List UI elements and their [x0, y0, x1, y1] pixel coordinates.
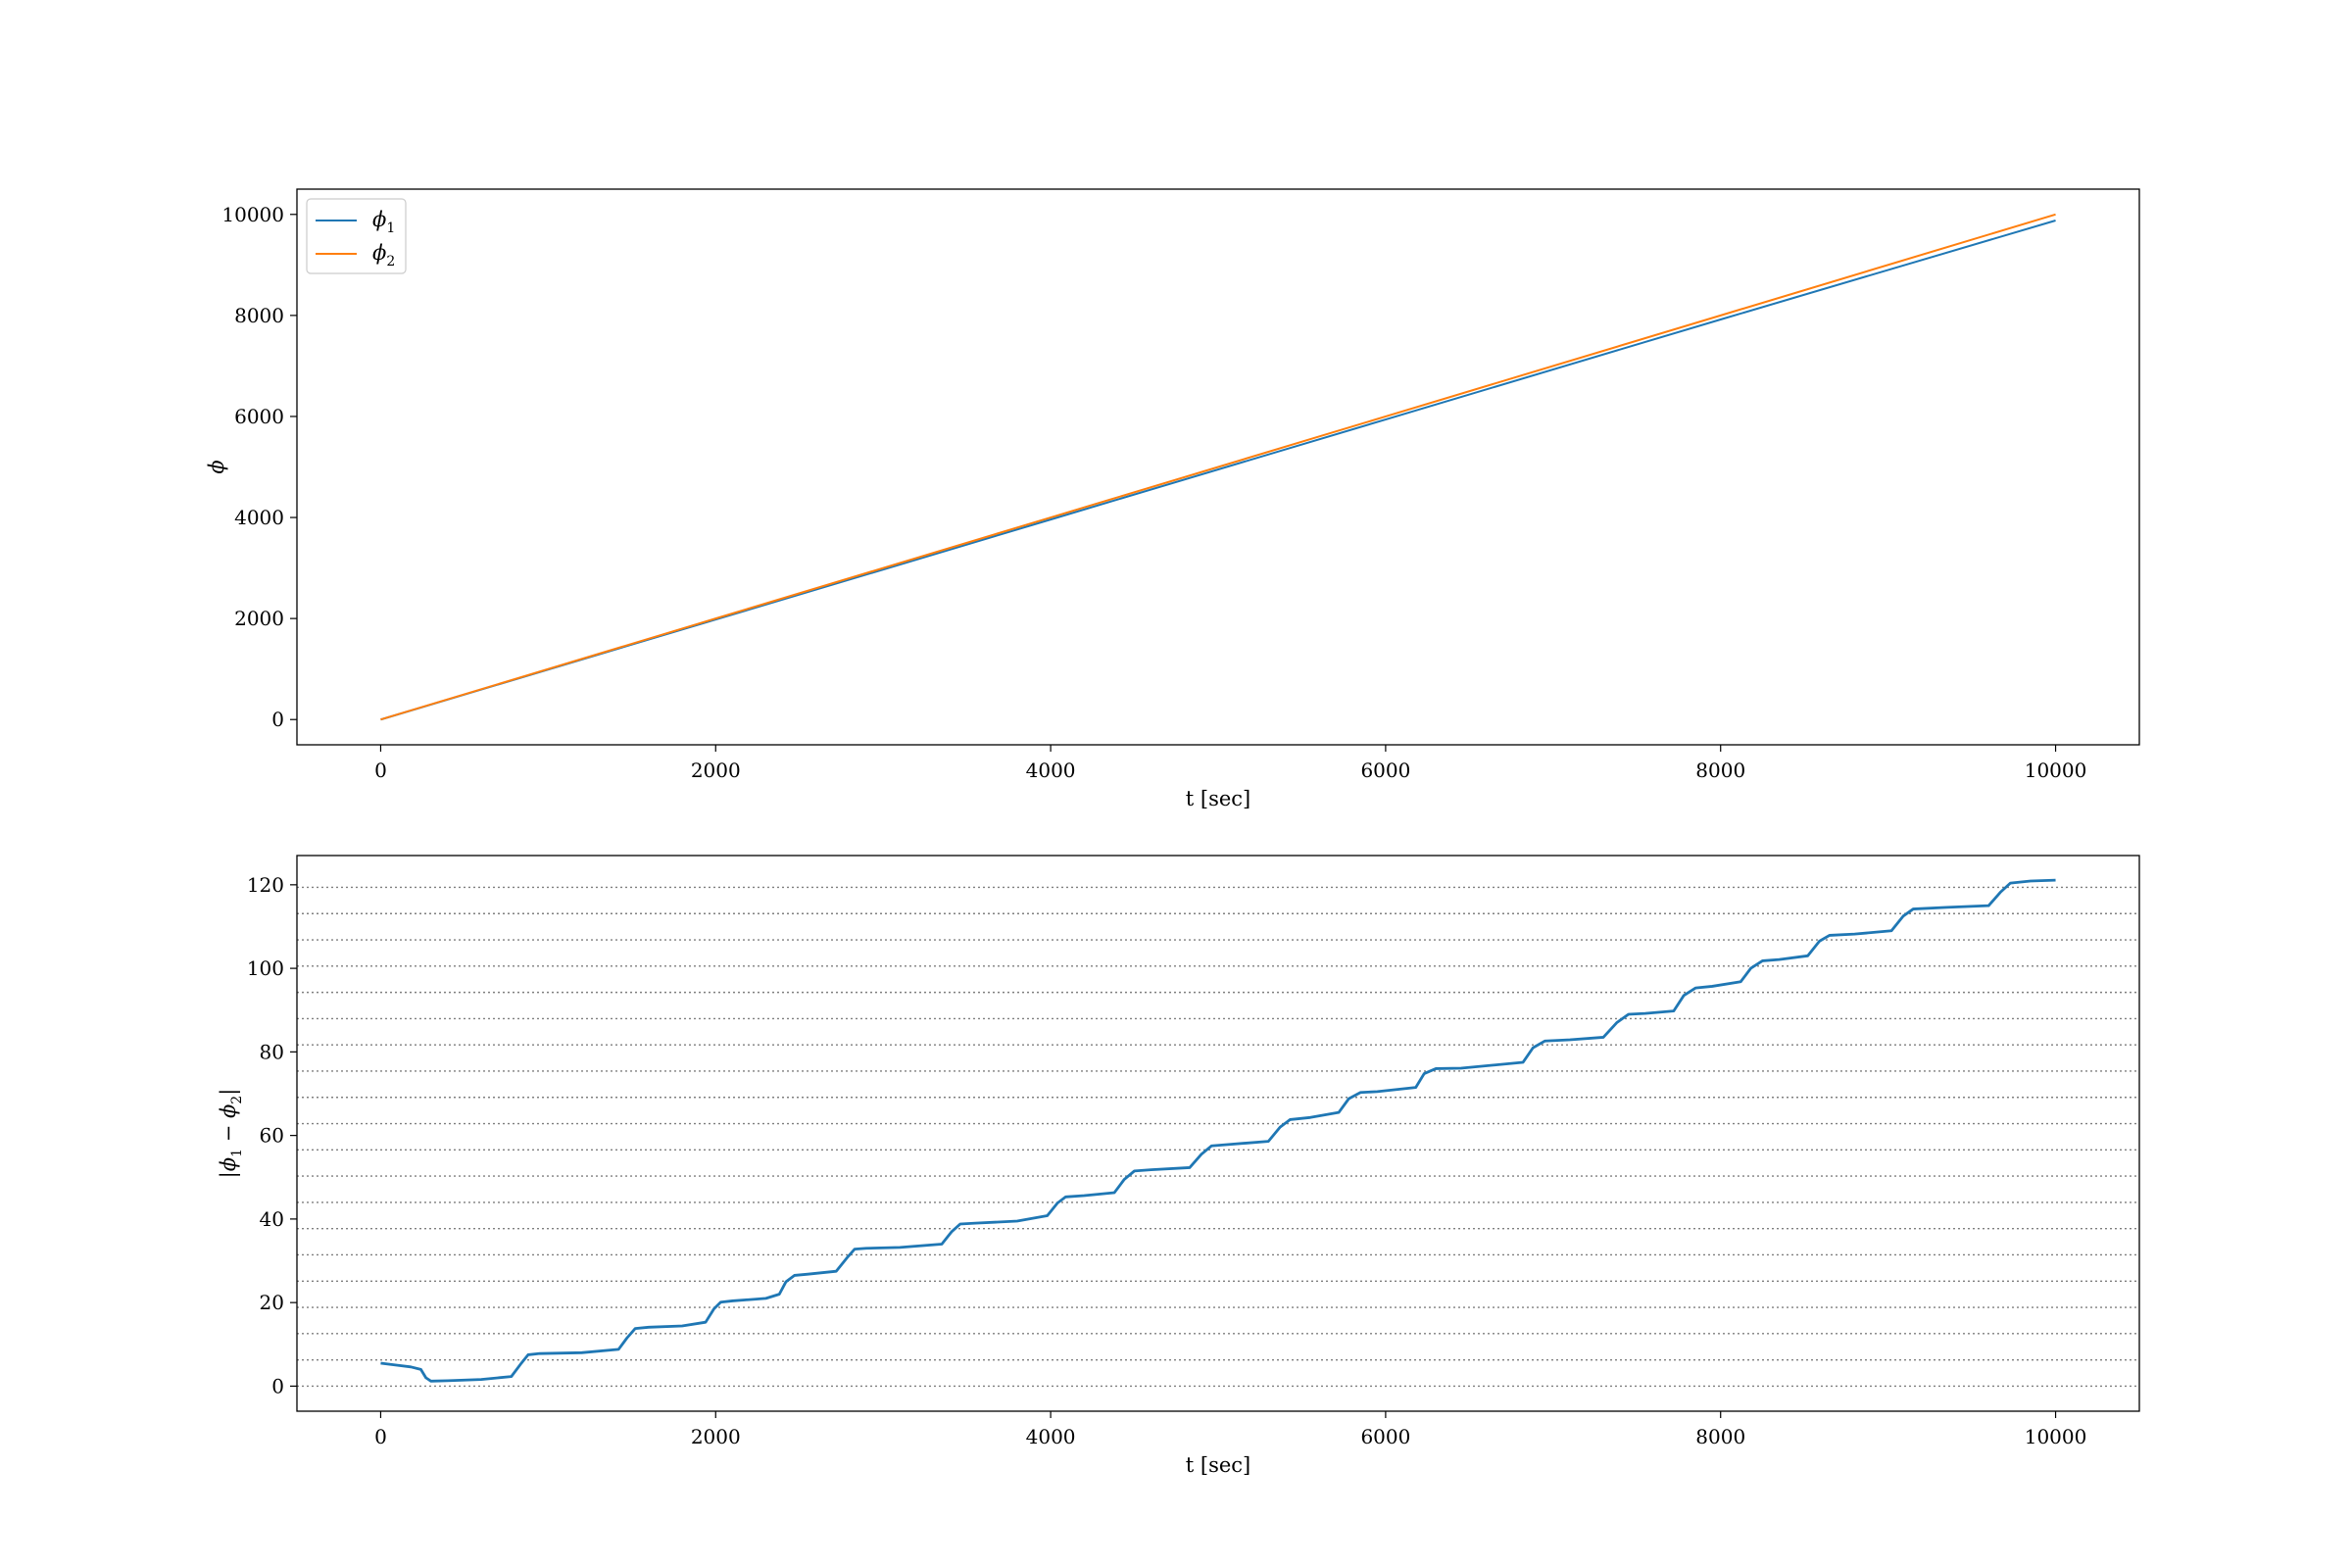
legend-label-phi2: ϕ2: [372, 241, 395, 270]
top-x-axis-label: t [sec]: [1186, 787, 1250, 810]
bottom-y-ticks: 0 20 40 60 80 100 120: [247, 873, 297, 1397]
legend: ϕ1 ϕ2: [306, 198, 407, 274]
x-tick-label: 0: [374, 1425, 387, 1448]
x-tick-label: 8000: [1695, 1425, 1745, 1448]
y-tick-label: 10000: [221, 203, 284, 226]
top-x-ticks: 0 2000 4000 6000 8000 10000: [374, 745, 2086, 782]
y-tick-label: 0: [271, 708, 284, 731]
top-y-ticks: 0 2000 4000 6000 8000 10000: [221, 203, 297, 731]
y-tick-label: 2000: [234, 607, 284, 630]
bottom-x-ticks: 0 2000 4000 6000 8000 10000: [374, 1411, 2086, 1448]
y-tick-label: 60: [260, 1124, 284, 1148]
series-line-phase-difference: [380, 878, 2056, 1383]
y-tick-label: 4000: [234, 506, 284, 529]
x-tick-label: 4000: [1026, 1425, 1076, 1448]
x-tick-label: 6000: [1360, 759, 1410, 782]
bottom-x-axis-label: t [sec]: [1186, 1453, 1250, 1477]
top-plot-lines: [380, 213, 2056, 721]
x-tick-label: 4000: [1026, 759, 1076, 782]
top-plot-frame: [296, 188, 2140, 746]
y-tick-label: 120: [247, 873, 284, 897]
top-subplot: 0 2000 4000 6000 8000 10000 0 2000 4000 6000 8000…: [205, 188, 2140, 810]
x-tick-label: 0: [374, 759, 387, 782]
bottom-reference-lines: [297, 886, 2139, 1388]
y-tick-label: 20: [260, 1291, 284, 1314]
y-tick-label: 8000: [234, 304, 284, 327]
bottom-y-axis-label: |ϕ1 − ϕ2|: [217, 1089, 245, 1179]
series-line-phi2: [380, 213, 2056, 721]
x-tick-label: 2000: [691, 1425, 741, 1448]
bottom-plot-frame: [296, 855, 2140, 1412]
x-tick-label: 6000: [1360, 1425, 1410, 1448]
top-y-axis-label: ϕ: [205, 460, 228, 473]
y-tick-label: 40: [260, 1207, 284, 1231]
x-tick-label: 8000: [1695, 759, 1745, 782]
bottom-subplot: 0 2000 4000 6000 8000 10000 0 20 40 60 80 100 120 t…: [217, 855, 2140, 1477]
x-tick-label: 10000: [2025, 1425, 2087, 1448]
y-tick-label: 0: [271, 1374, 284, 1397]
y-tick-label: 6000: [234, 405, 284, 428]
x-tick-label: 2000: [691, 759, 741, 782]
bottom-plot-lines: [380, 878, 2056, 1383]
y-tick-label: 100: [247, 956, 284, 980]
legend-label-phi1: ϕ1: [372, 208, 395, 236]
y-tick-label: 80: [260, 1040, 284, 1063]
x-tick-label: 10000: [2025, 759, 2087, 782]
